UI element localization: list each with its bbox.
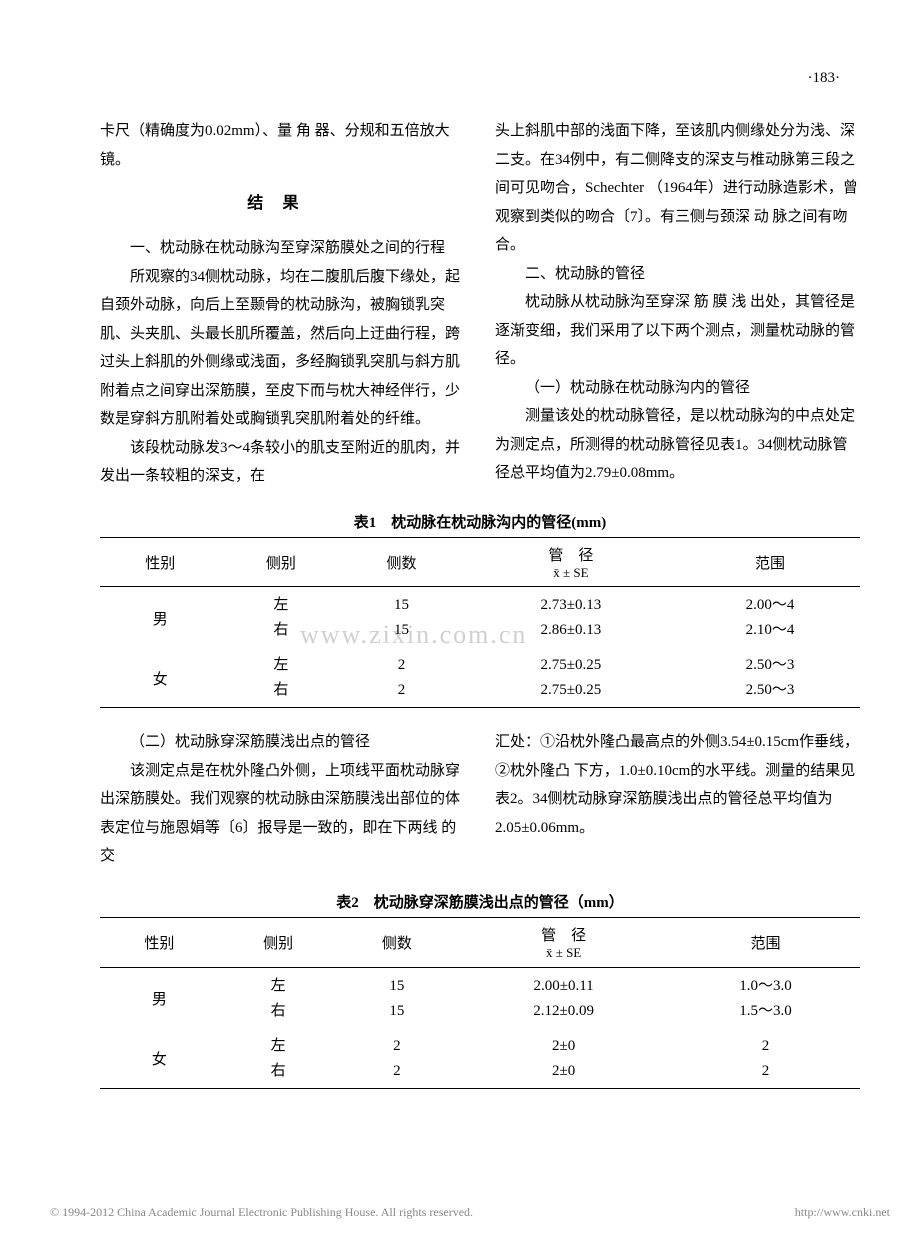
table2: 性别 侧别 侧数 管 径 x̄ ± SE 范围 男 左 15 2.00±0.11… xyxy=(100,917,860,1089)
right-column: 汇处：①沿枕外隆凸最高点的外侧3.54±0.15cm作垂线，②枕外隆凸 下方，1… xyxy=(495,728,860,871)
table-header: 侧数 xyxy=(338,917,457,967)
table-header: 范围 xyxy=(680,537,860,587)
table-header: 管 径 x̄ ± SE xyxy=(456,917,671,967)
table1-caption: 表1 枕动脉在枕动脉沟内的管径(mm) xyxy=(100,511,860,532)
table-header: 范围 xyxy=(671,917,860,967)
paragraph: 二、枕动脉的管径 xyxy=(495,260,860,289)
paragraph: 枕动脉从枕动脉沟至穿深 筋 膜 浅 出处，其管径是逐渐变细，我们采用了以下两个测… xyxy=(495,288,860,374)
page-number: ·183· xyxy=(100,70,860,87)
table-header: 侧别 xyxy=(219,917,338,967)
paragraph: 测量该处的枕动脉管径，是以枕动脉沟的中点处定为测定点，所测得的枕动脉管径见表1。… xyxy=(495,402,860,488)
right-column: 头上斜肌中部的浅面下降，至该肌内侧缘处分为浅、深二支。在34例中，有二侧降支的深… xyxy=(495,117,860,491)
paragraph: 一、枕动脉在枕动脉沟至穿深筋膜处之间的行程 xyxy=(100,234,465,263)
text-columns-1: 卡尺（精确度为0.02mm）、量 角 器、分规和五倍放大镜。 结果 一、枕动脉在… xyxy=(100,117,860,491)
paragraph: （一）枕动脉在枕动脉沟内的管径 xyxy=(495,374,860,403)
paragraph: 该段枕动脉发3～4条较小的肌支至附近的肌肉，并发出一条较粗的深支，在 xyxy=(100,434,465,491)
table-header: 管 径 x̄ ± SE xyxy=(462,537,680,587)
footer: © 1994-2012 China Academic Journal Elect… xyxy=(50,1205,890,1220)
text-columns-2: （二）枕动脉穿深筋膜浅出点的管径 该测定点是在枕外隆凸外侧，上项线平面枕动脉穿出… xyxy=(100,728,860,871)
paragraph: 所观察的34侧枕动脉，均在二腹肌后腹下缘处，起自颈外动脉，向后上至颞骨的枕动脉沟… xyxy=(100,263,465,434)
footer-copyright: © 1994-2012 China Academic Journal Elect… xyxy=(50,1205,473,1220)
left-column: （二）枕动脉穿深筋膜浅出点的管径 该测定点是在枕外隆凸外侧，上项线平面枕动脉穿出… xyxy=(100,728,465,871)
table-row: 男 左 15 2.00±0.11 1.0～3.0 xyxy=(100,967,860,999)
table-header: 性别 xyxy=(100,537,221,587)
paragraph: （二）枕动脉穿深筋膜浅出点的管径 xyxy=(100,728,465,757)
paragraph: 头上斜肌中部的浅面下降，至该肌内侧缘处分为浅、深二支。在34例中，有二侧降支的深… xyxy=(495,117,860,260)
footer-url: http://www.cnki.net xyxy=(795,1205,890,1220)
table-header: 侧数 xyxy=(341,537,462,587)
table-header: 性别 xyxy=(100,917,219,967)
paragraph: 卡尺（精确度为0.02mm）、量 角 器、分规和五倍放大镜。 xyxy=(100,117,465,174)
paragraph: 汇处：①沿枕外隆凸最高点的外侧3.54±0.15cm作垂线，②枕外隆凸 下方，1… xyxy=(495,728,860,842)
table-row: 男 左 15 2.73±0.13 2.00～4 xyxy=(100,587,860,619)
table-header: 侧别 xyxy=(221,537,342,587)
table1: 性别 侧别 侧数 管 径 x̄ ± SE 范围 男 左 15 2.73±0.13… xyxy=(100,537,860,709)
table-row: 女 左 2 2±0 2 xyxy=(100,1028,860,1059)
section-heading: 结果 xyxy=(100,189,465,219)
left-column: 卡尺（精确度为0.02mm）、量 角 器、分规和五倍放大镜。 结果 一、枕动脉在… xyxy=(100,117,465,491)
table2-caption: 表2 枕动脉穿深筋膜浅出点的管径（mm） xyxy=(100,891,860,912)
paragraph: 该测定点是在枕外隆凸外侧，上项线平面枕动脉穿出深筋膜处。我们观察的枕动脉由深筋膜… xyxy=(100,757,465,871)
table-row: 女 左 2 2.75±0.25 2.50～3 xyxy=(100,647,860,678)
